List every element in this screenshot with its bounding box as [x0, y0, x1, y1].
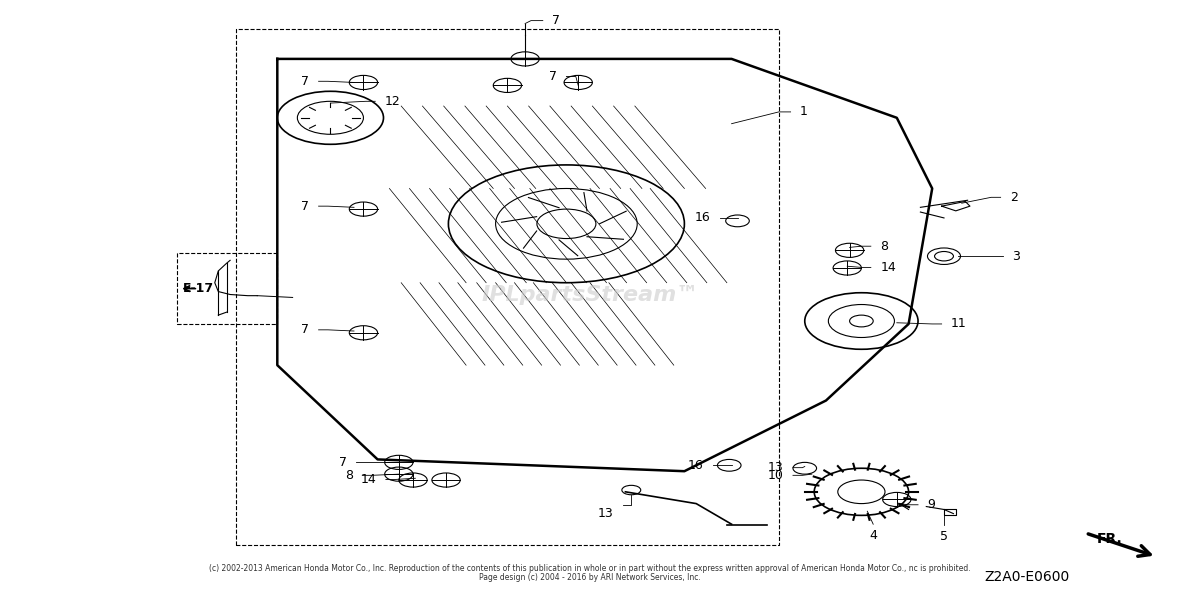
- Text: 16: 16: [695, 211, 710, 224]
- Text: 7: 7: [301, 323, 309, 336]
- Text: 7: 7: [552, 14, 560, 27]
- Text: 2: 2: [1010, 191, 1018, 204]
- Text: 7: 7: [301, 200, 309, 213]
- Text: 9: 9: [927, 498, 936, 511]
- Text: 14: 14: [361, 473, 376, 486]
- Text: 12: 12: [385, 95, 400, 108]
- Text: 7: 7: [549, 70, 557, 83]
- Text: 13: 13: [768, 461, 784, 474]
- Bar: [177, 253, 277, 324]
- Text: 11: 11: [951, 317, 966, 330]
- Text: FR.: FR.: [1096, 532, 1122, 546]
- Text: IPLpartsStream™: IPLpartsStream™: [481, 284, 699, 305]
- Text: Z2A0-E0600: Z2A0-E0600: [984, 570, 1069, 584]
- Text: 4: 4: [870, 529, 877, 542]
- Text: 8: 8: [880, 240, 889, 253]
- Text: 14: 14: [880, 261, 896, 274]
- Circle shape: [537, 209, 596, 239]
- Circle shape: [850, 315, 873, 327]
- Text: Page design (c) 2004 - 2016 by ARI Network Services, Inc.: Page design (c) 2004 - 2016 by ARI Netwo…: [479, 573, 701, 582]
- Text: 3: 3: [1012, 250, 1021, 263]
- Text: 1: 1: [800, 105, 808, 118]
- Text: 13: 13: [598, 507, 614, 519]
- Text: 7: 7: [301, 75, 309, 88]
- Text: 7: 7: [339, 456, 347, 469]
- Text: 10: 10: [768, 469, 784, 482]
- Text: 16: 16: [688, 459, 703, 472]
- Text: E-17: E-17: [183, 282, 214, 295]
- Text: 5: 5: [940, 530, 948, 543]
- Text: 8: 8: [345, 469, 353, 482]
- Text: (c) 2002-2013 American Honda Motor Co., Inc. Reproduction of the contents of thi: (c) 2002-2013 American Honda Motor Co., …: [209, 564, 971, 573]
